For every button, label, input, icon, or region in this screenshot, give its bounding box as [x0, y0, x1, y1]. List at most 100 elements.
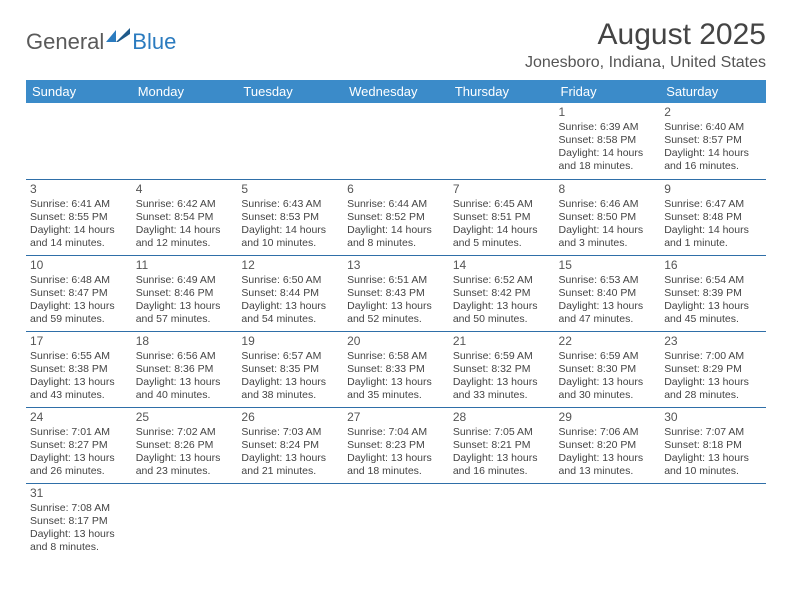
sunset-text: Sunset: 8:42 PM: [453, 287, 551, 300]
calendar-empty-cell: [26, 103, 132, 179]
sunrise-text: Sunrise: 6:40 AM: [664, 121, 762, 134]
calendar-day-cell: 28Sunrise: 7:05 AMSunset: 8:21 PMDayligh…: [449, 407, 555, 483]
calendar-day-cell: 6Sunrise: 6:44 AMSunset: 8:52 PMDaylight…: [343, 179, 449, 255]
calendar-week-row: 10Sunrise: 6:48 AMSunset: 8:47 PMDayligh…: [26, 255, 766, 331]
sunset-text: Sunset: 8:40 PM: [559, 287, 657, 300]
weekday-header-row: SundayMondayTuesdayWednesdayThursdayFrid…: [26, 80, 766, 103]
calendar-day-cell: 14Sunrise: 6:52 AMSunset: 8:42 PMDayligh…: [449, 255, 555, 331]
daylight-text: Daylight: 13 hours: [136, 452, 234, 465]
sunset-text: Sunset: 8:58 PM: [559, 134, 657, 147]
calendar-day-cell: 18Sunrise: 6:56 AMSunset: 8:36 PMDayligh…: [132, 331, 238, 407]
calendar-day-cell: 16Sunrise: 6:54 AMSunset: 8:39 PMDayligh…: [660, 255, 766, 331]
sunset-text: Sunset: 8:57 PM: [664, 134, 762, 147]
calendar-week-row: 1Sunrise: 6:39 AMSunset: 8:58 PMDaylight…: [26, 103, 766, 179]
sunset-text: Sunset: 8:43 PM: [347, 287, 445, 300]
day-number: 23: [664, 334, 762, 349]
sunrise-text: Sunrise: 6:43 AM: [241, 198, 339, 211]
daylight-text: Daylight: 14 hours: [30, 224, 128, 237]
sunset-text: Sunset: 8:32 PM: [453, 363, 551, 376]
calendar-day-cell: 12Sunrise: 6:50 AMSunset: 8:44 PMDayligh…: [237, 255, 343, 331]
sunset-text: Sunset: 8:20 PM: [559, 439, 657, 452]
logo: General Blue: [26, 18, 176, 60]
weekday-header: Friday: [555, 80, 661, 103]
daylight-text: and 16 minutes.: [453, 465, 551, 478]
sunset-text: Sunset: 8:27 PM: [30, 439, 128, 452]
sunset-text: Sunset: 8:30 PM: [559, 363, 657, 376]
sunrise-text: Sunrise: 7:00 AM: [664, 350, 762, 363]
daylight-text: Daylight: 13 hours: [664, 376, 762, 389]
day-number: 10: [30, 258, 128, 273]
sunrise-text: Sunrise: 6:53 AM: [559, 274, 657, 287]
day-number: 21: [453, 334, 551, 349]
daylight-text: Daylight: 14 hours: [559, 147, 657, 160]
daylight-text: and 3 minutes.: [559, 237, 657, 250]
daylight-text: and 45 minutes.: [664, 313, 762, 326]
daylight-text: Daylight: 14 hours: [559, 224, 657, 237]
sunset-text: Sunset: 8:44 PM: [241, 287, 339, 300]
day-number: 18: [136, 334, 234, 349]
day-number: 22: [559, 334, 657, 349]
daylight-text: and 47 minutes.: [559, 313, 657, 326]
daylight-text: Daylight: 13 hours: [559, 376, 657, 389]
calendar-day-cell: 1Sunrise: 6:39 AMSunset: 8:58 PMDaylight…: [555, 103, 661, 179]
month-title: August 2025: [525, 18, 766, 52]
sunset-text: Sunset: 8:47 PM: [30, 287, 128, 300]
calendar-day-cell: 23Sunrise: 7:00 AMSunset: 8:29 PMDayligh…: [660, 331, 766, 407]
day-number: 6: [347, 182, 445, 197]
calendar-empty-cell: [132, 483, 238, 559]
sunrise-text: Sunrise: 6:41 AM: [30, 198, 128, 211]
location: Jonesboro, Indiana, United States: [525, 54, 766, 72]
sunrise-text: Sunrise: 6:51 AM: [347, 274, 445, 287]
weekday-header: Saturday: [660, 80, 766, 103]
day-number: 1: [559, 105, 657, 120]
calendar-day-cell: 21Sunrise: 6:59 AMSunset: 8:32 PMDayligh…: [449, 331, 555, 407]
calendar-empty-cell: [237, 103, 343, 179]
sunrise-text: Sunrise: 7:06 AM: [559, 426, 657, 439]
sunrise-text: Sunrise: 7:04 AM: [347, 426, 445, 439]
calendar-empty-cell: [660, 483, 766, 559]
daylight-text: Daylight: 14 hours: [664, 147, 762, 160]
daylight-text: Daylight: 14 hours: [241, 224, 339, 237]
day-number: 29: [559, 410, 657, 425]
day-number: 15: [559, 258, 657, 273]
calendar-day-cell: 7Sunrise: 6:45 AMSunset: 8:51 PMDaylight…: [449, 179, 555, 255]
daylight-text: and 26 minutes.: [30, 465, 128, 478]
sunset-text: Sunset: 8:52 PM: [347, 211, 445, 224]
daylight-text: and 38 minutes.: [241, 389, 339, 402]
day-number: 19: [241, 334, 339, 349]
daylight-text: Daylight: 13 hours: [347, 376, 445, 389]
sunset-text: Sunset: 8:55 PM: [30, 211, 128, 224]
calendar-day-cell: 15Sunrise: 6:53 AMSunset: 8:40 PMDayligh…: [555, 255, 661, 331]
calendar-day-cell: 2Sunrise: 6:40 AMSunset: 8:57 PMDaylight…: [660, 103, 766, 179]
calendar-day-cell: 8Sunrise: 6:46 AMSunset: 8:50 PMDaylight…: [555, 179, 661, 255]
daylight-text: Daylight: 13 hours: [30, 528, 128, 541]
sunrise-text: Sunrise: 7:03 AM: [241, 426, 339, 439]
calendar-day-cell: 9Sunrise: 6:47 AMSunset: 8:48 PMDaylight…: [660, 179, 766, 255]
daylight-text: Daylight: 13 hours: [453, 452, 551, 465]
title-block: August 2025 Jonesboro, Indiana, United S…: [525, 18, 766, 72]
calendar-table: SundayMondayTuesdayWednesdayThursdayFrid…: [26, 80, 766, 559]
sunrise-text: Sunrise: 6:44 AM: [347, 198, 445, 211]
sunset-text: Sunset: 8:54 PM: [136, 211, 234, 224]
daylight-text: Daylight: 14 hours: [453, 224, 551, 237]
day-number: 8: [559, 182, 657, 197]
calendar-day-cell: 20Sunrise: 6:58 AMSunset: 8:33 PMDayligh…: [343, 331, 449, 407]
sunrise-text: Sunrise: 6:42 AM: [136, 198, 234, 211]
sunset-text: Sunset: 8:33 PM: [347, 363, 445, 376]
sunset-text: Sunset: 8:46 PM: [136, 287, 234, 300]
sunset-text: Sunset: 8:21 PM: [453, 439, 551, 452]
sunrise-text: Sunrise: 6:59 AM: [453, 350, 551, 363]
daylight-text: and 35 minutes.: [347, 389, 445, 402]
weekday-header: Tuesday: [237, 80, 343, 103]
daylight-text: and 54 minutes.: [241, 313, 339, 326]
day-number: 30: [664, 410, 762, 425]
daylight-text: Daylight: 13 hours: [241, 300, 339, 313]
sunset-text: Sunset: 8:51 PM: [453, 211, 551, 224]
daylight-text: Daylight: 13 hours: [453, 300, 551, 313]
daylight-text: Daylight: 13 hours: [241, 452, 339, 465]
daylight-text: Daylight: 13 hours: [136, 376, 234, 389]
daylight-text: and 30 minutes.: [559, 389, 657, 402]
day-number: 31: [30, 486, 128, 501]
daylight-text: and 33 minutes.: [453, 389, 551, 402]
calendar-day-cell: 17Sunrise: 6:55 AMSunset: 8:38 PMDayligh…: [26, 331, 132, 407]
